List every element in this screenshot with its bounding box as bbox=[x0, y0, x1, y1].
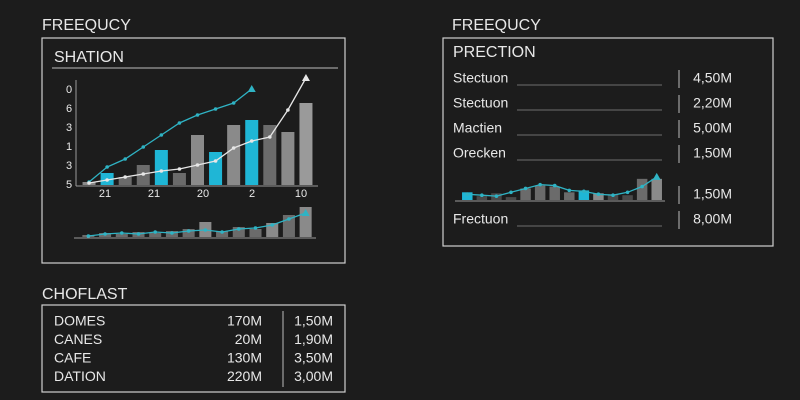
bar bbox=[227, 125, 241, 185]
cell-label: CANES bbox=[54, 331, 102, 347]
cell-label: CAFE bbox=[54, 350, 91, 366]
cell-value: 1,90M bbox=[294, 331, 333, 347]
row-label: Stectuon bbox=[453, 95, 508, 111]
y-tick-label: 1 bbox=[66, 141, 72, 153]
trend-line bbox=[467, 176, 658, 197]
bar bbox=[190, 135, 205, 185]
panel-heading: PRECTION bbox=[453, 44, 536, 61]
bar bbox=[505, 197, 517, 200]
cell-value: 170M bbox=[227, 313, 262, 329]
bar bbox=[182, 229, 195, 237]
line-point bbox=[86, 234, 91, 238]
x-tick-label: 2 bbox=[249, 188, 255, 200]
bar bbox=[115, 234, 128, 237]
trend-line bbox=[88, 212, 306, 237]
row-value: 1,50M bbox=[693, 145, 732, 161]
cell-value: 3,00M bbox=[294, 368, 333, 384]
bar bbox=[462, 192, 473, 200]
bar bbox=[216, 231, 229, 237]
line-point bbox=[87, 181, 91, 185]
panel-frame bbox=[41, 37, 346, 264]
cell-value: 220M bbox=[227, 368, 262, 384]
row-value: 5,00M bbox=[693, 120, 732, 136]
bar bbox=[607, 194, 619, 200]
cell-value: 1,50M bbox=[294, 313, 333, 329]
panel-title: FREEQUCY bbox=[452, 17, 541, 34]
x-tick-label: 21 bbox=[99, 188, 111, 200]
bar bbox=[299, 103, 313, 185]
panel-title: CHOFLAST bbox=[42, 286, 128, 303]
y-tick-label: 5 bbox=[66, 179, 72, 191]
bar bbox=[149, 233, 162, 237]
bar bbox=[564, 192, 575, 200]
arrow-head bbox=[301, 209, 310, 216]
y-tick-label: 6 bbox=[66, 103, 72, 115]
bar bbox=[534, 185, 546, 200]
cell-label: DOMES bbox=[54, 313, 105, 329]
bar bbox=[549, 186, 560, 200]
y-tick-label: 3 bbox=[66, 122, 72, 134]
x-tick-label: 20 bbox=[197, 188, 209, 200]
row-label: Mactien bbox=[453, 120, 502, 136]
x-tick-label: 21 bbox=[148, 188, 160, 200]
row-value: 8,00M bbox=[693, 211, 732, 227]
row-value: 1,50M bbox=[693, 186, 732, 202]
bar bbox=[263, 125, 277, 185]
panel-subtitle: SHATION bbox=[54, 49, 124, 66]
cell-value: 130M bbox=[227, 350, 262, 366]
bar bbox=[281, 132, 295, 185]
bar bbox=[476, 196, 488, 200]
bar bbox=[209, 152, 223, 185]
row-value: 4,50M bbox=[693, 70, 732, 86]
row-value: 2,20M bbox=[693, 95, 732, 111]
table-frame bbox=[41, 304, 346, 393]
arrow-head bbox=[301, 74, 310, 81]
bar bbox=[520, 188, 531, 200]
bar bbox=[636, 178, 648, 200]
bar bbox=[622, 195, 633, 200]
panel-frame bbox=[442, 37, 774, 247]
cell-value: 20M bbox=[235, 331, 262, 347]
trend-line bbox=[88, 88, 253, 183]
row-label: Stectuon bbox=[453, 70, 508, 86]
bar bbox=[593, 193, 604, 200]
cell-value: 3,50M bbox=[294, 350, 333, 366]
bar bbox=[172, 173, 186, 185]
y-tick-label: 0 bbox=[66, 84, 72, 96]
y-tick-label: 3 bbox=[66, 160, 72, 172]
trend-line bbox=[88, 77, 307, 184]
row-label: Frectuon bbox=[453, 211, 508, 227]
bar bbox=[154, 150, 168, 185]
bar bbox=[245, 120, 259, 185]
x-tick-label: 10 bbox=[295, 188, 307, 200]
bar bbox=[578, 190, 590, 200]
bar bbox=[651, 178, 662, 200]
bar bbox=[249, 229, 262, 237]
panel-title: FREEQUCY bbox=[42, 17, 131, 34]
bar bbox=[232, 227, 245, 237]
arrow-head bbox=[247, 85, 256, 92]
bar bbox=[118, 177, 132, 185]
bar bbox=[266, 223, 279, 237]
arrow-head bbox=[652, 172, 661, 180]
row-label: Orecken bbox=[453, 145, 506, 161]
cell-label: DATION bbox=[54, 368, 106, 384]
